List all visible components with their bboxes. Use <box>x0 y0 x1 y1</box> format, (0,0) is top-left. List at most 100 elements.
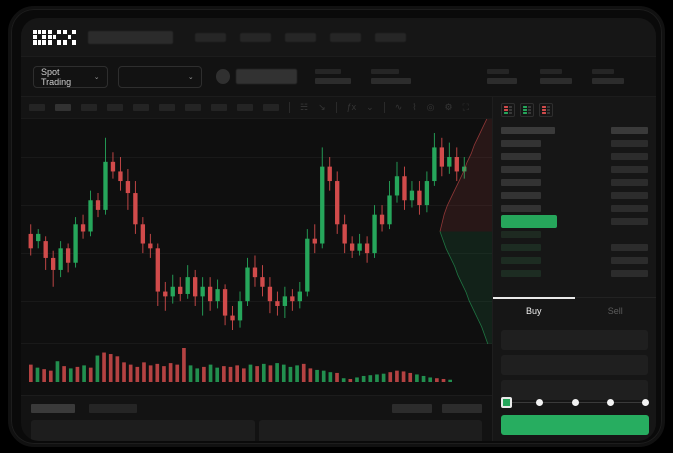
magnet-icon[interactable]: ⌇ <box>412 102 417 112</box>
trading-mode-label: Spot Trading <box>41 66 72 87</box>
timeframe-9[interactable] <box>237 104 253 111</box>
tab-action-1[interactable] <box>392 403 432 413</box>
timeframe-7[interactable] <box>185 104 201 111</box>
orderbook-bid-row[interactable] <box>501 267 648 280</box>
candlestick-chart-icon[interactable]: ☵ <box>300 102 309 112</box>
tab-buy[interactable]: Buy <box>493 297 575 323</box>
market-stat-3-label <box>487 69 510 74</box>
orderbook-col-price <box>501 127 555 134</box>
bid-price <box>501 270 541 277</box>
orders-content-panels <box>21 420 492 441</box>
timeframe-1[interactable] <box>29 104 45 111</box>
tab-order-history[interactable] <box>89 403 137 413</box>
orderbook-header-row <box>501 124 648 137</box>
orderbook-list[interactable] <box>493 122 656 307</box>
step-5-marker <box>642 398 649 406</box>
timeframe-10[interactable] <box>263 104 279 111</box>
step-2[interactable] <box>536 398 571 406</box>
order-total-field[interactable] <box>501 380 648 400</box>
tab-action-2[interactable] <box>442 403 482 413</box>
line-chart-icon[interactable]: ↘ <box>318 102 326 112</box>
app-screen: Spot Trading ⌄ ⌄ <box>21 18 656 441</box>
orderbook-ask-row[interactable] <box>501 176 648 189</box>
timeframe-6[interactable] <box>159 104 175 111</box>
chart-gridlines <box>21 119 492 395</box>
search-input[interactable] <box>88 30 173 44</box>
trendline-icon[interactable]: ∿ <box>394 102 403 112</box>
market-stat-3 <box>487 69 519 84</box>
step-3[interactable] <box>571 398 607 406</box>
ask-price <box>501 140 541 147</box>
orderbook-mode-both[interactable] <box>501 103 515 117</box>
tablet-device-frame: Spot Trading ⌄ ⌄ <box>8 6 665 447</box>
orderbook-ask-row[interactable] <box>501 189 648 202</box>
market-subheader: Spot Trading ⌄ ⌄ <box>21 57 656 97</box>
spread-total <box>611 218 648 225</box>
step-1-marker <box>501 396 512 408</box>
timeframe-5[interactable] <box>133 104 149 111</box>
orderbook-mode-asks[interactable] <box>539 103 553 117</box>
orderbook-bid-row[interactable] <box>501 241 648 254</box>
timeframe-2[interactable] <box>55 104 71 111</box>
orders-tabbar <box>21 395 492 420</box>
bid-price <box>501 257 541 264</box>
ask-price <box>501 192 541 199</box>
market-stat-2-label <box>371 69 400 74</box>
place-order-button[interactable] <box>501 415 649 435</box>
chevron-down-icon: ⌄ <box>93 73 100 81</box>
orders-panel-left[interactable] <box>31 420 255 441</box>
chevron-down-icon[interactable]: ⌄ <box>366 102 374 112</box>
pair-selector-dropdown[interactable]: ⌄ <box>117 65 202 88</box>
orders-panel-right[interactable] <box>258 420 482 441</box>
bid-price <box>501 244 541 251</box>
volume-series <box>29 348 453 382</box>
nav-item-4[interactable] <box>330 32 361 42</box>
timeframe-3[interactable] <box>81 104 97 111</box>
tab-sell[interactable]: Sell <box>607 305 623 316</box>
onboarding-stepper <box>501 395 649 409</box>
market-stat-4-value <box>539 78 572 84</box>
tab-open-orders[interactable] <box>31 403 75 413</box>
orderbook-ask-row[interactable] <box>501 137 648 150</box>
orderbook-spread-row <box>501 215 648 228</box>
orderbook-ask-row[interactable] <box>501 150 648 163</box>
okx-logo[interactable] <box>33 29 76 45</box>
ask-total <box>611 153 648 160</box>
market-stat-4-label <box>539 69 562 74</box>
nav-item-1[interactable] <box>195 32 226 42</box>
order-price-field[interactable] <box>501 330 648 350</box>
fullscreen-icon[interactable]: ⛶ <box>462 102 469 112</box>
price-chart-area[interactable] <box>21 119 492 395</box>
step-1[interactable] <box>501 396 536 408</box>
ask-total <box>611 179 648 186</box>
orderbook-bid-row[interactable] <box>501 254 648 267</box>
camera-icon[interactable]: ◎ <box>426 102 435 112</box>
settings-gear-icon[interactable]: ⚙ <box>444 102 453 112</box>
orderbook-bid-row[interactable] <box>501 228 648 241</box>
trading-mode-dropdown[interactable]: Spot Trading ⌄ <box>33 65 108 88</box>
nav-item-2[interactable] <box>240 32 271 42</box>
orderbook-mode-bids[interactable] <box>520 103 534 117</box>
bid-total <box>611 244 648 251</box>
ask-total <box>611 205 648 212</box>
chevron-down-icon: ⌄ <box>187 73 194 81</box>
toolbar-divider <box>289 102 290 113</box>
timeframe-8[interactable] <box>211 104 227 111</box>
pair-name-label <box>235 69 298 84</box>
bid-price <box>501 231 541 238</box>
step-2-marker <box>536 398 544 406</box>
order-amount-field[interactable] <box>501 355 648 375</box>
timeframe-4[interactable] <box>107 104 123 111</box>
nav-item-5[interactable] <box>375 32 406 42</box>
orderbook-ask-row[interactable] <box>501 163 648 176</box>
toolbar-divider <box>335 102 337 113</box>
step-5[interactable] <box>642 398 649 406</box>
bid-total <box>611 231 648 238</box>
nav-item-3[interactable] <box>285 32 316 42</box>
market-stat-3-value <box>487 78 518 84</box>
step-4[interactable] <box>606 398 642 406</box>
market-stat-5-label <box>591 69 614 74</box>
candlestick-series <box>28 133 467 330</box>
indicators-icon[interactable]: ƒx <box>346 102 357 112</box>
orderbook-ask-row[interactable] <box>501 202 648 215</box>
